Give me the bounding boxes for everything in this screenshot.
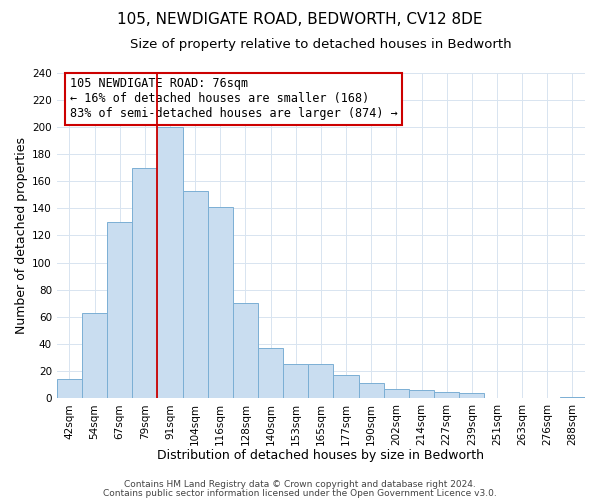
Bar [459, 393, 484, 398]
Bar [57, 380, 82, 398]
Bar [182, 190, 208, 398]
Bar [308, 364, 334, 398]
Text: 105, NEWDIGATE ROAD, BEDWORTH, CV12 8DE: 105, NEWDIGATE ROAD, BEDWORTH, CV12 8DE [117, 12, 483, 28]
Title: Size of property relative to detached houses in Bedworth: Size of property relative to detached ho… [130, 38, 512, 51]
Bar [560, 397, 585, 398]
X-axis label: Distribution of detached houses by size in Bedworth: Distribution of detached houses by size … [157, 450, 484, 462]
Bar [208, 207, 233, 398]
Text: Contains HM Land Registry data © Crown copyright and database right 2024.: Contains HM Land Registry data © Crown c… [124, 480, 476, 489]
Text: Contains public sector information licensed under the Open Government Licence v3: Contains public sector information licen… [103, 488, 497, 498]
Text: 105 NEWDIGATE ROAD: 76sqm
← 16% of detached houses are smaller (168)
83% of semi: 105 NEWDIGATE ROAD: 76sqm ← 16% of detac… [70, 78, 398, 120]
Bar [283, 364, 308, 398]
Bar [82, 313, 107, 398]
Bar [359, 384, 384, 398]
Bar [409, 390, 434, 398]
Bar [233, 304, 258, 398]
Bar [258, 348, 283, 399]
Bar [157, 127, 182, 398]
Bar [384, 389, 409, 398]
Bar [132, 168, 157, 398]
Y-axis label: Number of detached properties: Number of detached properties [15, 137, 28, 334]
Bar [334, 376, 359, 398]
Bar [434, 392, 459, 398]
Bar [107, 222, 132, 398]
